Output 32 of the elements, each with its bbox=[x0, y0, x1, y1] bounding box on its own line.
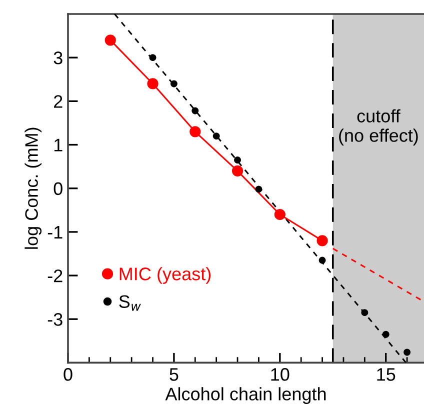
point bbox=[192, 107, 199, 114]
point bbox=[316, 235, 328, 246]
x-tick-label: 0 bbox=[64, 368, 72, 381]
point bbox=[274, 208, 286, 220]
point bbox=[190, 126, 201, 138]
point bbox=[255, 186, 262, 193]
x-tick-label: 15 bbox=[377, 368, 396, 381]
x-axis-title: Alcohol chain length bbox=[165, 387, 326, 404]
legend-label: S$_{w}$ bbox=[119, 295, 141, 311]
y-tick-label: -2 bbox=[48, 269, 62, 282]
point bbox=[361, 309, 368, 316]
y-tick-label: 0 bbox=[54, 182, 62, 196]
point bbox=[234, 156, 241, 164]
y-tick-label: 2 bbox=[54, 95, 62, 108]
point bbox=[170, 80, 178, 88]
y-tick-label: 3 bbox=[54, 52, 62, 64]
point bbox=[318, 256, 326, 264]
point bbox=[149, 54, 156, 62]
point bbox=[147, 78, 158, 90]
point bbox=[382, 330, 390, 338]
point bbox=[232, 165, 244, 176]
x-tick-label: 10 bbox=[271, 368, 290, 381]
point bbox=[404, 348, 411, 356]
band-label: cutoff (no effect) bbox=[339, 109, 418, 146]
point bbox=[104, 34, 116, 46]
y-tick-label: -3 bbox=[48, 313, 62, 326]
point bbox=[212, 132, 220, 140]
y-tick-label: 1 bbox=[54, 138, 62, 152]
legend-label: MIC (yeast) bbox=[120, 267, 211, 284]
x-tick-label: 5 bbox=[170, 368, 178, 381]
y-axis-title: log Conc. (mM) bbox=[24, 128, 42, 249]
y-tick-label: -1 bbox=[48, 226, 62, 238]
